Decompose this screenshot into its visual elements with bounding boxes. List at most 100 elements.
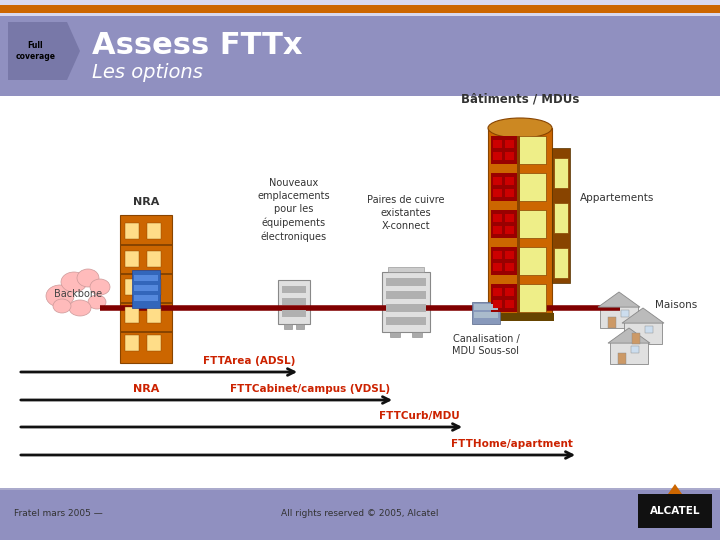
Text: Assess FTTx: Assess FTTx	[92, 30, 302, 59]
Bar	[386, 278, 426, 286]
Text: FTTCurb/MDU: FTTCurb/MDU	[379, 411, 460, 421]
Bar	[491, 284, 518, 312]
Bar	[505, 140, 514, 148]
Bar	[486, 313, 554, 321]
Bar	[147, 279, 161, 295]
Bar	[0, 5, 720, 13]
Bar	[493, 263, 502, 271]
Bar	[134, 295, 158, 301]
Ellipse shape	[61, 272, 87, 292]
Bar	[132, 270, 160, 308]
Bar	[282, 310, 306, 317]
Bar	[518, 136, 521, 313]
Bar	[120, 331, 172, 333]
Text: All rights reserved © 2005, Alcatel: All rights reserved © 2005, Alcatel	[282, 510, 438, 518]
Bar	[120, 244, 172, 246]
Bar	[474, 312, 498, 318]
Bar	[284, 324, 292, 329]
Bar	[505, 189, 514, 197]
Text: Canalisation /
MDU Sous-sol: Canalisation / MDU Sous-sol	[452, 334, 520, 356]
Text: Appartements: Appartements	[580, 193, 654, 203]
Text: FTTHome/apartment: FTTHome/apartment	[451, 439, 573, 449]
Bar	[624, 322, 662, 344]
Bar	[631, 346, 639, 353]
Bar	[0, 16, 720, 96]
Text: Full
coverage: Full coverage	[15, 41, 55, 60]
Bar	[120, 215, 172, 363]
Bar	[0, 96, 720, 488]
Bar	[125, 279, 139, 295]
Bar	[125, 335, 139, 351]
Bar	[491, 136, 518, 164]
Bar	[0, 488, 720, 540]
Bar	[491, 210, 518, 238]
Bar	[386, 304, 426, 312]
Bar	[505, 152, 514, 160]
Bar	[386, 291, 426, 299]
Text: FTTArea (ADSL): FTTArea (ADSL)	[202, 356, 295, 366]
Bar	[618, 353, 626, 364]
Bar	[631, 333, 640, 344]
Bar	[554, 203, 568, 233]
Polygon shape	[598, 292, 640, 307]
Bar	[505, 288, 514, 296]
Bar	[125, 307, 139, 323]
Text: Backbone: Backbone	[54, 289, 102, 299]
Bar	[147, 335, 161, 351]
Bar	[518, 284, 546, 312]
Bar	[472, 302, 500, 324]
Bar	[554, 158, 568, 188]
Bar	[505, 251, 514, 259]
Bar	[493, 251, 502, 259]
Bar	[386, 317, 426, 325]
Polygon shape	[8, 22, 80, 80]
Bar	[493, 300, 502, 308]
Bar	[282, 298, 306, 305]
Bar	[0, 488, 720, 490]
Bar	[518, 247, 546, 275]
Bar	[0, 13, 720, 16]
Ellipse shape	[488, 118, 552, 138]
Bar	[505, 226, 514, 234]
Text: ALCATEL: ALCATEL	[649, 506, 701, 516]
Bar	[505, 300, 514, 308]
Bar	[552, 148, 570, 283]
Bar	[600, 306, 638, 328]
Bar	[134, 285, 158, 291]
Text: FTTCabinet/campus (VDSL): FTTCabinet/campus (VDSL)	[230, 384, 390, 394]
Bar	[388, 267, 424, 272]
Bar	[493, 288, 502, 296]
Bar	[505, 177, 514, 185]
Text: Bâtiments / MDUs: Bâtiments / MDUs	[461, 93, 579, 106]
Bar	[125, 251, 139, 267]
Bar	[554, 248, 568, 278]
Bar	[491, 173, 518, 201]
Bar	[120, 302, 172, 304]
Bar	[382, 272, 430, 332]
Bar	[505, 263, 514, 271]
Text: Nouveaux
emplacements
pour les
équipements
électroniques: Nouveaux emplacements pour les équipemen…	[258, 178, 330, 242]
Text: Maisons: Maisons	[655, 300, 697, 310]
Bar	[608, 317, 616, 328]
Text: Fratel mars 2005 —: Fratel mars 2005 —	[14, 510, 103, 518]
Bar	[518, 210, 546, 238]
Ellipse shape	[69, 300, 91, 316]
Bar	[134, 275, 158, 281]
Text: Les options: Les options	[92, 63, 203, 82]
Bar	[125, 223, 139, 239]
Ellipse shape	[53, 299, 71, 313]
Bar	[390, 332, 400, 337]
Polygon shape	[668, 484, 682, 494]
Bar	[0, 0, 720, 5]
Text: Paires de cuivre
existantes
X-connect: Paires de cuivre existantes X-connect	[367, 195, 445, 232]
Bar	[147, 307, 161, 323]
Bar	[493, 177, 502, 185]
Bar	[278, 280, 310, 324]
Polygon shape	[608, 328, 650, 343]
Bar	[493, 226, 502, 234]
Text: NRA: NRA	[132, 384, 159, 394]
Bar	[638, 494, 712, 528]
Bar	[610, 342, 648, 364]
Bar	[493, 214, 502, 222]
Bar	[645, 326, 652, 333]
